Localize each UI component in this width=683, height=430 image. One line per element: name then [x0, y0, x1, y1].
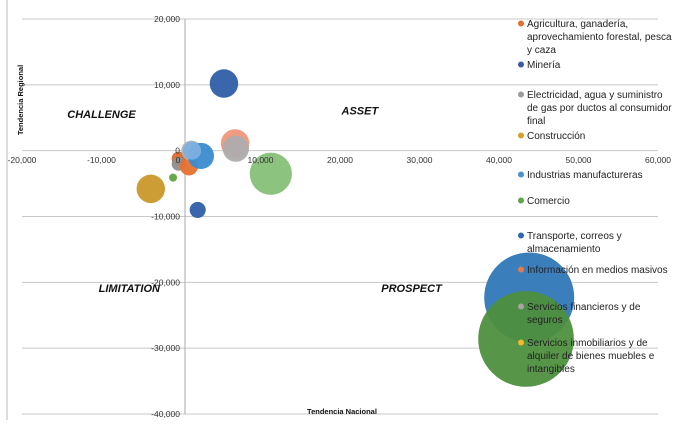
y-axis-label: Tendencia Regional [16, 65, 25, 135]
quadrant-label: CHALLENGE [67, 109, 136, 121]
y-tick-labels: 20,000 10,000 0 -10,000 -20,000 -30,000 -40,00… [151, 14, 180, 419]
x-tick-label: 60,000 [645, 155, 671, 165]
y-tick-label: -20,000 [151, 277, 180, 287]
legend-marker [518, 20, 524, 27]
legend-item: Construcción [518, 131, 585, 142]
legend-label: Minería [527, 60, 561, 71]
legend-label: de gas por ductos al consumidor [527, 103, 672, 114]
bubble [249, 152, 292, 195]
quadrant-label: PROSPECT [381, 283, 443, 295]
y-tick-label: -10,000 [151, 212, 180, 222]
y-tick-label: -30,000 [151, 343, 180, 353]
legend-label: Construcción [527, 131, 585, 142]
legend-label: intangibles [527, 364, 575, 375]
legend-marker [518, 303, 524, 310]
legend-label: final [527, 116, 545, 127]
y-tick-label: 0 [175, 146, 180, 156]
legend-label: Servicios financieros y de [527, 302, 641, 313]
legend-marker [518, 132, 524, 139]
legend-label: Información en medios masivos [527, 265, 668, 276]
legend-item: Minería [518, 60, 561, 71]
x-tick-label: 50,000 [566, 155, 592, 165]
y-tick-label: 20,000 [154, 14, 180, 24]
y-tick-label: 10,000 [154, 80, 180, 90]
legend-label: y caza [527, 45, 556, 56]
quadrant-label: ASSET [341, 105, 380, 117]
bubble [169, 173, 178, 182]
x-tick-label: 20,000 [327, 155, 353, 165]
legend-label: aprovechamiento forestal, pesca [527, 32, 672, 43]
legend-label: Comercio [527, 196, 570, 207]
bubble [222, 135, 249, 162]
legend-label: Industrias manufactureras [527, 170, 643, 181]
legend-label: almacenamiento [527, 244, 601, 255]
legend-item: Servicios financieros y de seguros [518, 302, 641, 326]
bubble [183, 141, 202, 160]
quadrant-labels: CHALLENGE ASSET LIMITATION PROSPECT [67, 105, 443, 295]
bubble [209, 69, 239, 98]
legend-item: Industrias manufactureras [518, 170, 643, 181]
bubble [136, 174, 166, 204]
legend-label: Transporte, correos y [527, 231, 622, 242]
bubble [478, 291, 574, 387]
x-tick-labels: -20,000 -10,000 0 10,000 20,000 30,000 40,000 5… [8, 155, 672, 165]
legend-item: Transporte, correos y almacenamiento [518, 231, 622, 255]
x-tick-label: 30,000 [407, 155, 433, 165]
x-tick-label: 40,000 [486, 155, 512, 165]
legend-label: Agricultura, ganadería, [527, 19, 628, 30]
legend-label: Servicios inmobiliarios y de [527, 338, 648, 349]
bubble [189, 201, 206, 218]
legend-item: Servicios inmobiliarios y de alquiler de … [518, 338, 655, 375]
legend-marker [518, 266, 524, 273]
legend-marker [518, 232, 524, 239]
legend-marker [518, 61, 524, 68]
legend-label: alquiler de bienes muebles e [527, 351, 655, 362]
bubbles [136, 69, 575, 387]
y-tick-label: -40,000 [151, 409, 180, 419]
x-tick-label: 0 [176, 155, 181, 165]
legend-marker [518, 339, 524, 346]
x-tick-label: -20,000 [8, 155, 37, 165]
x-tick-label: -10,000 [87, 155, 116, 165]
legend-marker [518, 91, 524, 98]
legend-item: Electricidad, agua y suministro de gas po… [518, 90, 672, 127]
legend-label: seguros [527, 315, 563, 326]
legend-item: Información en medios masivos [518, 265, 668, 276]
x-axis-label: Tendencia Nacional [307, 407, 377, 416]
legend-label: Electricidad, agua y suministro [527, 90, 663, 101]
quadrant-label: LIMITATION [99, 283, 161, 295]
gridlines [22, 18, 658, 415]
legend-marker [518, 171, 524, 178]
legend-marker [518, 197, 524, 204]
legend-item: Agricultura, ganadería, aprovechamiento f… [518, 19, 672, 56]
legend-item: Comercio [518, 196, 570, 207]
legend: Agricultura, ganadería, aprovechamiento f… [518, 19, 672, 375]
x-tick-label: 10,000 [248, 155, 274, 165]
